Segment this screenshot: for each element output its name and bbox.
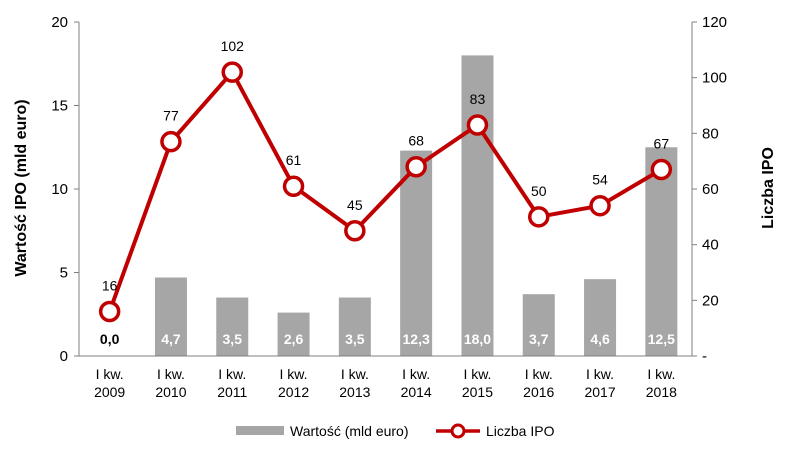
bar xyxy=(584,279,617,356)
right-tick-label: 120 xyxy=(702,14,727,31)
bar-value-label: 12,5 xyxy=(648,331,675,347)
line-marker xyxy=(282,175,305,197)
bar-value-label: 0,0 xyxy=(100,331,120,347)
left-tick-label: 10 xyxy=(51,181,68,198)
bar-value-label: 18,0 xyxy=(464,331,491,347)
bar-value-label: 3,5 xyxy=(345,331,365,347)
right-tick-label: 80 xyxy=(702,125,719,142)
line-value-label: 50 xyxy=(531,183,547,199)
bar xyxy=(461,55,494,357)
line-marker xyxy=(650,158,673,181)
right-y-axis: - 20 40 60 80 100 120 xyxy=(691,14,727,365)
x-category-label: I kw. 2010 xyxy=(155,366,186,400)
left-axis-title: Wartość IPO (mld euro) xyxy=(13,99,30,276)
bar-value-label: 2,6 xyxy=(284,331,304,347)
right-tick-label: 100 xyxy=(702,70,727,87)
line-marker xyxy=(160,130,182,153)
x-category-label: I kw. 2012 xyxy=(278,366,309,400)
left-tick-label: 20 xyxy=(51,14,68,31)
left-tick-label: 5 xyxy=(60,265,68,282)
bar-value-label: 4,6 xyxy=(590,331,610,347)
right-tick-label: 20 xyxy=(702,292,719,309)
line-marker xyxy=(466,114,489,136)
x-category-label: I kw. 2018 xyxy=(646,366,677,400)
line-value-label: 67 xyxy=(654,136,670,152)
bar xyxy=(154,277,187,356)
x-category-label: I kw. 2013 xyxy=(339,366,370,400)
line-value-label: 16 xyxy=(102,277,118,293)
bar-value-label: 12,3 xyxy=(403,331,430,347)
line-value-label: 77 xyxy=(163,108,179,124)
line-value-label: 45 xyxy=(347,197,363,213)
bar xyxy=(522,294,555,356)
left-y-axis: 0 5 10 15 20 xyxy=(51,14,80,365)
x-category-label: I kw. 2011 xyxy=(217,366,247,400)
line-marker xyxy=(344,220,366,242)
bar-series: 0,0 4,7 3,5 2,6 3,5 12,3 18,0 3,7 4,6 12,5 xyxy=(100,55,678,357)
line-path xyxy=(107,70,663,313)
bar-value-label: 3,7 xyxy=(529,331,549,347)
right-axis-title: Liczba IPO xyxy=(760,147,777,229)
bar-value-label: 3,5 xyxy=(223,331,243,347)
left-tick-label: 15 xyxy=(51,98,68,115)
x-category-label: I kw. 2009 xyxy=(94,366,125,400)
line-value-label: 54 xyxy=(592,172,608,188)
line-value-label: 68 xyxy=(408,133,424,149)
line-value-label: 83 xyxy=(470,91,486,107)
line-marker xyxy=(221,61,243,83)
line-value-label: 102 xyxy=(221,38,245,54)
left-tick-label: 0 xyxy=(60,348,68,365)
right-tick-label: - xyxy=(702,348,707,365)
legend-swatch-marker xyxy=(450,423,466,439)
bar-value-label: 4,7 xyxy=(161,331,181,347)
bar xyxy=(338,297,371,356)
legend-swatch-bar xyxy=(236,426,284,435)
bar xyxy=(277,312,310,356)
line-marker xyxy=(528,206,550,228)
bar xyxy=(216,297,249,356)
legend-label-line: Liczba IPO xyxy=(486,423,555,439)
x-category-label: I kw. 2014 xyxy=(401,366,432,400)
bar xyxy=(645,147,678,356)
x-axis-categories: I kw. 2009 I kw. 2010 I kw. 2011 I kw. 2012 I kw… xyxy=(79,355,692,400)
line-marker xyxy=(98,300,121,323)
legend: Wartość (mld euro) Liczba IPO xyxy=(236,423,555,439)
x-category-label: I kw. 2015 xyxy=(462,366,493,400)
line-marker xyxy=(405,155,427,178)
right-tick-label: 40 xyxy=(702,237,719,254)
right-tick-label: 60 xyxy=(702,181,719,198)
bar xyxy=(400,150,433,356)
x-category-label: I kw. 2016 xyxy=(523,366,554,400)
line-series: 16 77 102 61 45 68 83 50 54 67 xyxy=(98,38,673,323)
x-category-label: I kw. 2017 xyxy=(584,366,615,400)
legend-label-bar: Wartość (mld euro) xyxy=(290,423,409,439)
line-value-label: 61 xyxy=(286,152,302,168)
line-marker xyxy=(589,194,611,217)
